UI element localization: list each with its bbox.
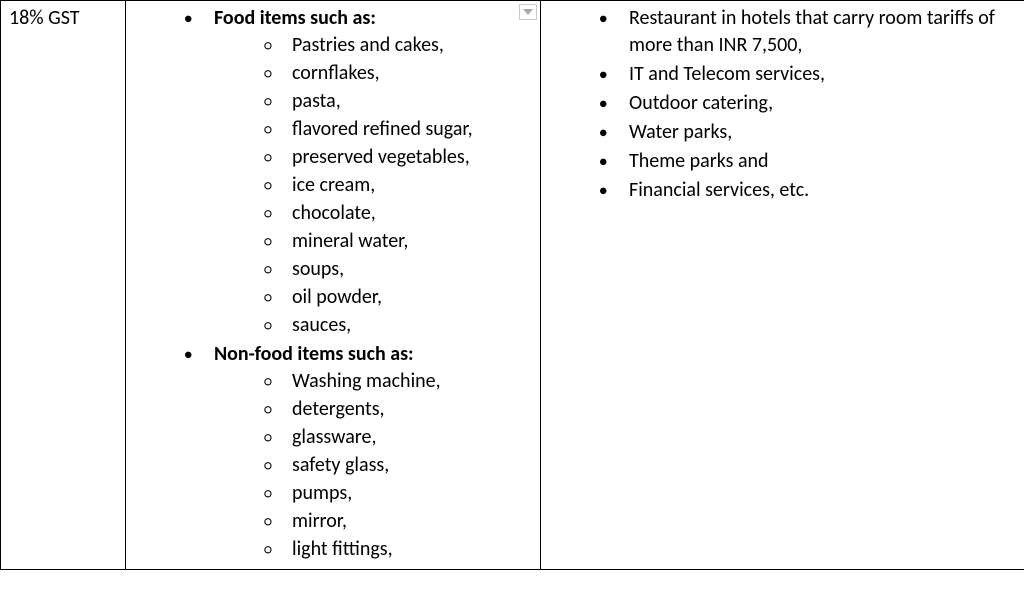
list-item: ice cream, <box>264 172 532 199</box>
list-item: glassware, <box>264 424 532 451</box>
group-heading-text: Non-food items such as: <box>214 342 414 366</box>
list-item: soups, <box>264 256 532 283</box>
list-item: Outdoor catering, <box>599 90 1016 117</box>
group-heading-text: Food items such as: <box>214 6 376 30</box>
goods-group-heading: Food items such as: Pastries and cakes, … <box>184 5 532 339</box>
rate-label: 18% GST <box>9 6 80 30</box>
goods-sublist: Washing machine, detergents, glassware, … <box>214 368 532 563</box>
list-item: Financial services, etc. <box>599 177 1016 204</box>
list-item: Washing machine, <box>264 368 532 395</box>
goods-cell: Food items such as: Pastries and cakes, … <box>126 1 541 570</box>
list-item: mineral water, <box>264 228 532 255</box>
list-item: pumps, <box>264 480 532 507</box>
list-item: Pastries and cakes, <box>264 32 532 59</box>
list-item: light fittings, <box>264 536 532 563</box>
list-item: sauces, <box>264 312 532 339</box>
list-item: mirror, <box>264 508 532 535</box>
services-list: Restaurant in hotels that carry room tar… <box>549 5 1016 204</box>
list-item: IT and Telecom services, <box>599 61 1016 88</box>
table-row: 18% GST Food items such as: Pastries and… <box>1 1 1024 570</box>
list-item: flavored refined sugar, <box>264 116 532 143</box>
list-item: pasta, <box>264 88 532 115</box>
list-item: safety glass, <box>264 452 532 479</box>
list-item: Water parks, <box>599 119 1016 146</box>
list-item: Theme parks and <box>599 148 1016 175</box>
list-item: cornflakes, <box>264 60 532 87</box>
goods-sublist: Pastries and cakes, cornflakes, pasta, f… <box>214 32 532 339</box>
services-cell: Restaurant in hotels that carry room tar… <box>541 1 1024 570</box>
list-item: chocolate, <box>264 200 532 227</box>
list-item: detergents, <box>264 396 532 423</box>
gst-table-container: 18% GST Food items such as: Pastries and… <box>0 0 1024 595</box>
goods-list: Food items such as: Pastries and cakes, … <box>134 5 532 563</box>
goods-group-heading: Non-food items such as: Washing machine,… <box>184 341 532 563</box>
list-item: Restaurant in hotels that carry room tar… <box>599 5 1016 59</box>
list-item: preserved vegetables, <box>264 144 532 171</box>
gst-table: 18% GST Food items such as: Pastries and… <box>0 0 1024 570</box>
rate-cell: 18% GST <box>1 1 126 570</box>
list-item: oil powder, <box>264 284 532 311</box>
